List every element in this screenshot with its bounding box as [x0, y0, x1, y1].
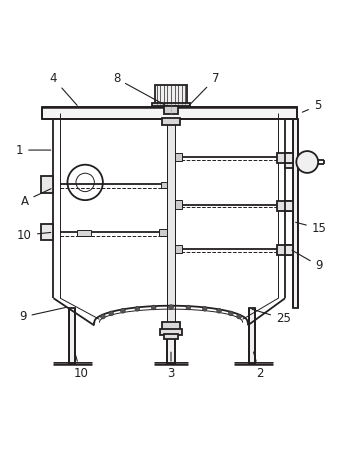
- Text: 7: 7: [190, 72, 219, 104]
- Text: A: A: [21, 189, 51, 207]
- Circle shape: [120, 308, 125, 313]
- Bar: [69, 308, 75, 364]
- Bar: [159, 230, 167, 236]
- Bar: [164, 334, 178, 339]
- Bar: [42, 108, 297, 119]
- Text: 9: 9: [292, 250, 323, 272]
- Bar: [277, 201, 290, 211]
- Bar: [285, 201, 293, 211]
- Bar: [293, 119, 298, 308]
- Bar: [162, 118, 180, 125]
- Bar: [41, 224, 53, 240]
- Text: 5: 5: [302, 99, 321, 112]
- Text: 10: 10: [17, 229, 51, 242]
- Circle shape: [135, 306, 140, 311]
- Bar: [41, 176, 53, 193]
- Text: 4: 4: [50, 72, 77, 105]
- Bar: [155, 86, 187, 104]
- Bar: [77, 230, 91, 236]
- Circle shape: [228, 311, 233, 316]
- Bar: [167, 330, 175, 364]
- Bar: [285, 156, 293, 168]
- Circle shape: [101, 314, 105, 319]
- Circle shape: [169, 305, 173, 310]
- Bar: [162, 322, 180, 330]
- Bar: [175, 201, 182, 209]
- Circle shape: [217, 308, 222, 313]
- Bar: [161, 182, 167, 188]
- Circle shape: [297, 151, 318, 173]
- Bar: [277, 245, 290, 255]
- Bar: [285, 245, 293, 255]
- Bar: [152, 103, 190, 107]
- Circle shape: [186, 305, 191, 310]
- Circle shape: [151, 305, 156, 310]
- Bar: [285, 153, 293, 163]
- Circle shape: [109, 311, 114, 316]
- Text: 1: 1: [16, 144, 51, 157]
- Text: 8: 8: [113, 72, 165, 105]
- Bar: [175, 245, 182, 253]
- Bar: [167, 119, 175, 323]
- Text: 2: 2: [253, 352, 263, 380]
- Bar: [249, 308, 255, 364]
- Bar: [163, 107, 179, 114]
- Text: 15: 15: [295, 222, 327, 235]
- Text: 25: 25: [252, 309, 291, 325]
- Text: 10: 10: [73, 352, 88, 380]
- Circle shape: [237, 314, 241, 319]
- Bar: [277, 153, 290, 163]
- Circle shape: [202, 306, 207, 311]
- Bar: [175, 153, 182, 161]
- Bar: [160, 329, 182, 335]
- Text: 9: 9: [19, 307, 66, 324]
- Text: 3: 3: [167, 352, 175, 380]
